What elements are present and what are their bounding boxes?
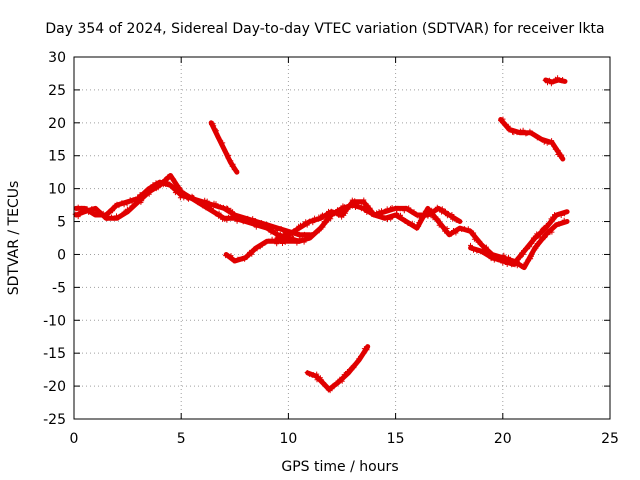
y-tick-label: -10 — [43, 313, 66, 329]
y-tick-label: -5 — [52, 280, 66, 296]
series-markers — [498, 116, 565, 159]
series-track-e — [468, 209, 570, 268]
series-track-d — [275, 197, 570, 271]
series-track-i — [304, 344, 371, 394]
x-tick-label: 10 — [279, 431, 297, 447]
y-tick-label: 0 — [57, 247, 66, 263]
chart-title: Day 354 of 2024, Sidereal Day-to-day VTE… — [45, 21, 604, 37]
plot-frame — [73, 56, 611, 420]
y-tick-label: 15 — [48, 149, 66, 165]
y-tick-label: 20 — [48, 116, 66, 132]
x-tick-label: 15 — [387, 431, 405, 447]
y-tick-label: 5 — [57, 215, 66, 231]
series-track-f — [208, 120, 240, 175]
series-markers — [209, 121, 240, 174]
series-track-c — [223, 202, 463, 264]
series-markers — [72, 174, 300, 244]
series-track-h — [542, 75, 568, 87]
series-markers — [275, 197, 567, 270]
x-tick-label: 5 — [177, 431, 186, 447]
y-tick-label: 30 — [48, 50, 66, 66]
y-tick-label: -25 — [43, 412, 66, 428]
x-tick-label: 25 — [601, 431, 619, 447]
data-series — [72, 75, 570, 394]
x-axis-label: GPS time / hours — [281, 459, 398, 475]
series-track-b — [72, 173, 302, 244]
series-markers — [542, 75, 566, 87]
axis-ticks: 0 5 10 15 20 25 30 25 20 15 10 5 0 -5 -10 -15 -20 -25 — [43, 50, 619, 447]
y-tick-label: -20 — [43, 379, 66, 395]
x-tick-label: 0 — [70, 431, 79, 447]
y-tick-label: -15 — [43, 346, 66, 362]
y-tick-label: 10 — [48, 182, 66, 198]
y-tick-label: 25 — [48, 83, 66, 99]
x-tick-label: 20 — [494, 431, 512, 447]
series-track-g — [498, 116, 566, 162]
y-axis-label: SDTVAR / TECUs — [6, 181, 22, 296]
series-markers — [304, 346, 370, 394]
series-markers — [468, 211, 568, 268]
